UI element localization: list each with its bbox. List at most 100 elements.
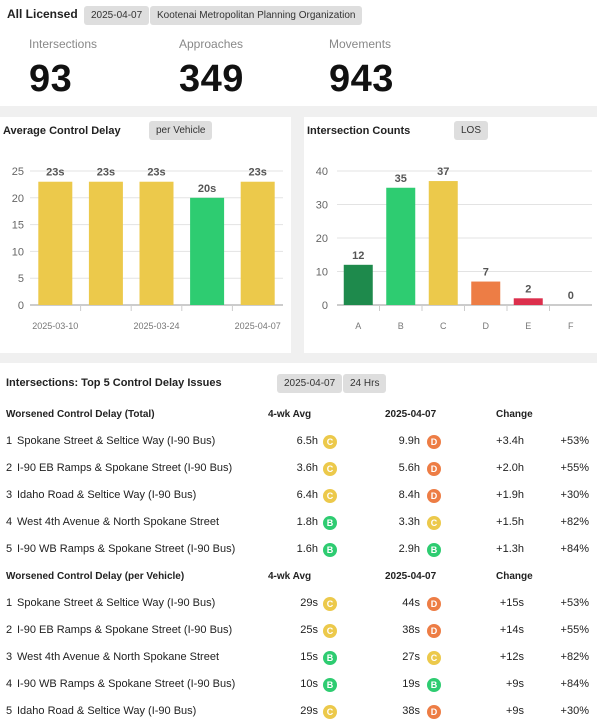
x-tick-label: D	[483, 321, 490, 331]
intersections-label: Intersections	[29, 37, 98, 51]
y-tick-label: 15	[12, 220, 24, 232]
avg-value: 1.8h	[296, 516, 318, 528]
x-tick-label: 2025-03-10	[32, 321, 78, 331]
x-tick-label: E	[525, 321, 531, 331]
count-data-label: 2	[525, 283, 531, 295]
intersection-name: West 4th Avenue & North Spokane Street	[17, 516, 219, 528]
delay-data-label: 23s	[147, 167, 165, 179]
change-value: +1.9h	[496, 489, 524, 501]
change-value: +1.3h	[496, 543, 524, 555]
intersection-name: I-90 EB Ramps & Spokane Street (I-90 Bus…	[17, 462, 233, 474]
current-value: 2.9h	[398, 543, 420, 555]
change-percent: +84%	[560, 543, 589, 555]
date-column-header: 2025-04-07	[385, 571, 437, 582]
top-bar: All Licensed 2025-04-07 Kootenai Metropo…	[0, 0, 597, 30]
movements-label: Movements	[329, 37, 392, 51]
delay-data-label: 23s	[97, 167, 115, 179]
avg-value: 15s	[300, 651, 318, 663]
delay-bar[interactable]	[139, 181, 174, 305]
intersection-counts-title: Intersection Counts	[307, 125, 411, 137]
issues-window-chip[interactable]: 24 Hrs	[343, 374, 387, 393]
current-los-badge: D	[427, 488, 441, 503]
organization-chip[interactable]: Kootenai Metropolitan Planning Organizat…	[150, 6, 363, 25]
row-rank: 3	[6, 489, 13, 501]
x-tick-label: A	[355, 321, 361, 331]
y-tick-label: 40	[316, 166, 328, 178]
los-bar-a[interactable]	[343, 264, 373, 305]
delay-bar[interactable]	[240, 181, 275, 305]
average-delay-panel: Average Control Delay per Vehicle 0 5 10 15…	[0, 117, 291, 353]
y-tick-label: 10	[316, 267, 328, 279]
avg-value: 1.6h	[296, 543, 318, 555]
y-tick-label: 0	[322, 300, 328, 312]
delay-bar[interactable]	[190, 197, 225, 305]
change-value: +2.0h	[496, 462, 524, 474]
current-value: 8.4h	[398, 489, 420, 501]
avg-los-badge: B	[323, 677, 337, 692]
average-delay-title: Average Control Delay	[3, 125, 121, 137]
intersection-name: West 4th Avenue & North Spokane Street	[17, 651, 219, 663]
y-tick-label: 10	[12, 246, 24, 258]
avg-value: 3.6h	[296, 462, 318, 474]
current-value: 3.3h	[398, 516, 420, 528]
y-tick-label: 30	[316, 200, 328, 212]
avg-los-badge: C	[323, 596, 337, 611]
avg-column-header: 4-wk Avg	[268, 571, 312, 582]
change-value: +14s	[499, 624, 524, 636]
date-chip[interactable]: 2025-04-07	[84, 6, 150, 25]
avg-los-badge: C	[323, 488, 337, 503]
y-tick-label: 20	[12, 193, 24, 205]
current-los-badge: D	[427, 623, 441, 638]
avg-value: 25s	[300, 624, 318, 636]
current-los-badge: D	[427, 704, 441, 719]
current-value: 19s	[402, 678, 420, 690]
current-los-badge: D	[427, 434, 441, 449]
change-value: +1.5h	[496, 516, 524, 528]
row-rank: 5	[6, 543, 13, 555]
intersection-name: Idaho Road & Seltice Way (I-90 Bus)	[17, 489, 197, 501]
per-vehicle-chip[interactable]: per Vehicle	[149, 121, 213, 140]
intersections-value: 93	[29, 58, 73, 100]
intersection-name: I-90 WB Ramps & Spokane Street (I-90 Bus…	[17, 543, 236, 555]
los-chip[interactable]: LOS	[454, 121, 489, 140]
los-bar-d[interactable]	[471, 281, 501, 305]
change-value: +9s	[505, 705, 524, 717]
delay-bar[interactable]	[38, 181, 73, 305]
issue-row[interactable]: 4 West 4th Avenue & North Spokane Street 1…	[0, 509, 597, 536]
delay-bar[interactable]	[88, 181, 123, 305]
issue-row[interactable]: 2 I-90 EB Ramps & Spokane Street (I-90 Bu…	[0, 455, 597, 482]
avg-value: 29s	[300, 597, 318, 609]
delay-data-label: 23s	[46, 167, 64, 179]
avg-los-badge: B	[323, 650, 337, 665]
row-rank: 2	[6, 624, 13, 636]
issue-row[interactable]: 2 I-90 EB Ramps & Spokane Street (I-90 Bu…	[0, 617, 597, 644]
approaches-value: 349	[179, 58, 244, 100]
los-bar-e[interactable]	[513, 298, 543, 305]
row-rank: 4	[6, 516, 13, 528]
issue-row[interactable]: 1 Spokane Street & Seltice Way (I-90 Bus)…	[0, 590, 597, 617]
current-los-badge: C	[427, 515, 441, 530]
count-data-label: 7	[483, 267, 489, 279]
issue-row[interactable]: 3 West 4th Avenue & North Spokane Street 1…	[0, 644, 597, 671]
issue-row[interactable]: 3 Idaho Road & Seltice Way (I-90 Bus) 6.4h…	[0, 482, 597, 509]
summary-panel: Intersections 93 Approaches 349 Movement…	[0, 30, 597, 106]
los-bar-b[interactable]	[386, 187, 416, 305]
count-data-label: 35	[395, 173, 407, 185]
issue-row[interactable]: 5 Idaho Road & Seltice Way (I-90 Bus) 29s C…	[0, 698, 597, 725]
change-percent: +82%	[560, 651, 589, 663]
issue-row[interactable]: 1 Spokane Street & Seltice Way (I-90 Bus)…	[0, 428, 597, 455]
approaches-label: Approaches	[179, 37, 244, 51]
current-value: 27s	[402, 651, 420, 663]
count-data-label: 37	[437, 166, 449, 178]
avg-value: 10s	[300, 678, 318, 690]
change-percent: +55%	[560, 624, 589, 636]
intersection-name: I-90 WB Ramps & Spokane Street (I-90 Bus…	[17, 678, 236, 690]
los-bar-c[interactable]	[428, 181, 458, 305]
avg-value: 6.5h	[296, 435, 318, 447]
change-value: +9s	[505, 678, 524, 690]
change-value: +15s	[499, 597, 524, 609]
issue-row[interactable]: 5 I-90 WB Ramps & Spokane Street (I-90 Bu…	[0, 536, 597, 563]
issues-date-chip[interactable]: 2025-04-07	[277, 374, 343, 393]
movements-value: 943	[329, 58, 394, 100]
issue-row[interactable]: 4 I-90 WB Ramps & Spokane Street (I-90 Bu…	[0, 671, 597, 698]
